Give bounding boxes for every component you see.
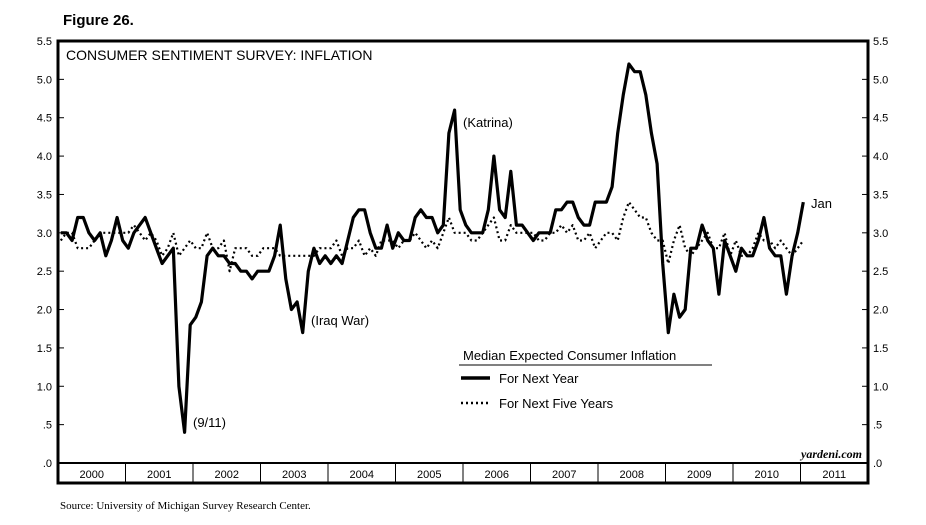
y-tick-label-left: 4.5 (37, 113, 52, 125)
y-tick-label-right: 3.5 (873, 189, 888, 201)
y-tick-label-left: 3.0 (37, 228, 52, 240)
y-tick-label-right: 5.5 (873, 36, 888, 48)
y-tick-label-left: 5.0 (37, 74, 52, 86)
x-tick-label: 2007 (552, 469, 576, 481)
y-tick-label-left: .0 (43, 458, 52, 470)
legend-label-next-year: For Next Year (499, 371, 579, 386)
legend-label-next-five-years: For Next Five Years (499, 396, 614, 411)
y-tick-label-left: .5 (43, 420, 52, 432)
source-note: Source: University of Michigan Survey Re… (60, 500, 311, 512)
y-tick-label-right: 1.5 (873, 343, 888, 355)
y-tick-label-left: 3.5 (37, 189, 52, 201)
y-tick-label-right: 4.5 (873, 113, 888, 125)
x-tick-label: 2001 (147, 469, 171, 481)
y-tick-label-right: 4.0 (873, 151, 888, 163)
x-tick-label: 2000 (80, 469, 104, 481)
y-tick-label-right: 1.0 (873, 381, 888, 393)
y-tick-label-left: 2.0 (37, 305, 52, 317)
x-tick-label: 2008 (620, 469, 644, 481)
series-line-next-year (60, 62, 805, 434)
y-tick-label-left: 4.0 (37, 151, 52, 163)
y-tick-label-right: 5.0 (873, 74, 888, 86)
legend-title: Median Expected Consumer Inflation (463, 348, 676, 363)
y-tick-label-left: 1.0 (37, 381, 52, 393)
watermark: yardeni.com (799, 447, 862, 461)
y-tick-label-right: .0 (873, 458, 882, 470)
x-tick-label: 2011 (822, 469, 846, 481)
series-line-next-five-years (59, 201, 805, 273)
figure-label: Figure 26. (63, 12, 134, 29)
chart-title: CONSUMER SENTIMENT SURVEY: INFLATION (66, 47, 373, 63)
y-tick-label-right: 2.0 (873, 305, 888, 317)
annotation-katrina: (Katrina) (463, 115, 513, 130)
y-tick-label-left: 5.5 (37, 36, 52, 48)
annotation-iraq-war: (Iraq War) (311, 313, 369, 328)
y-tick-label-right: .5 (873, 420, 882, 432)
x-tick-label: 2006 (485, 469, 509, 481)
y-tick-label-left: 2.5 (37, 266, 52, 278)
x-tick-label: 2004 (350, 469, 374, 481)
x-tick-label: 2010 (755, 469, 779, 481)
x-tick-label: 2009 (687, 469, 711, 481)
annotation-jan: Jan (811, 196, 832, 211)
x-tick-label: 2002 (215, 469, 239, 481)
legend: Median Expected Consumer Inflation For N… (459, 348, 712, 411)
plot-frame (56, 39, 870, 485)
annotation-911: (9/11) (193, 415, 226, 430)
y-tick-label-left: 1.5 (37, 343, 52, 355)
y-tick-label-right: 3.0 (873, 228, 888, 240)
y-tick-label-right: 2.5 (873, 266, 888, 278)
x-tick-label: 2005 (417, 469, 441, 481)
x-tick-label: 2003 (282, 469, 306, 481)
